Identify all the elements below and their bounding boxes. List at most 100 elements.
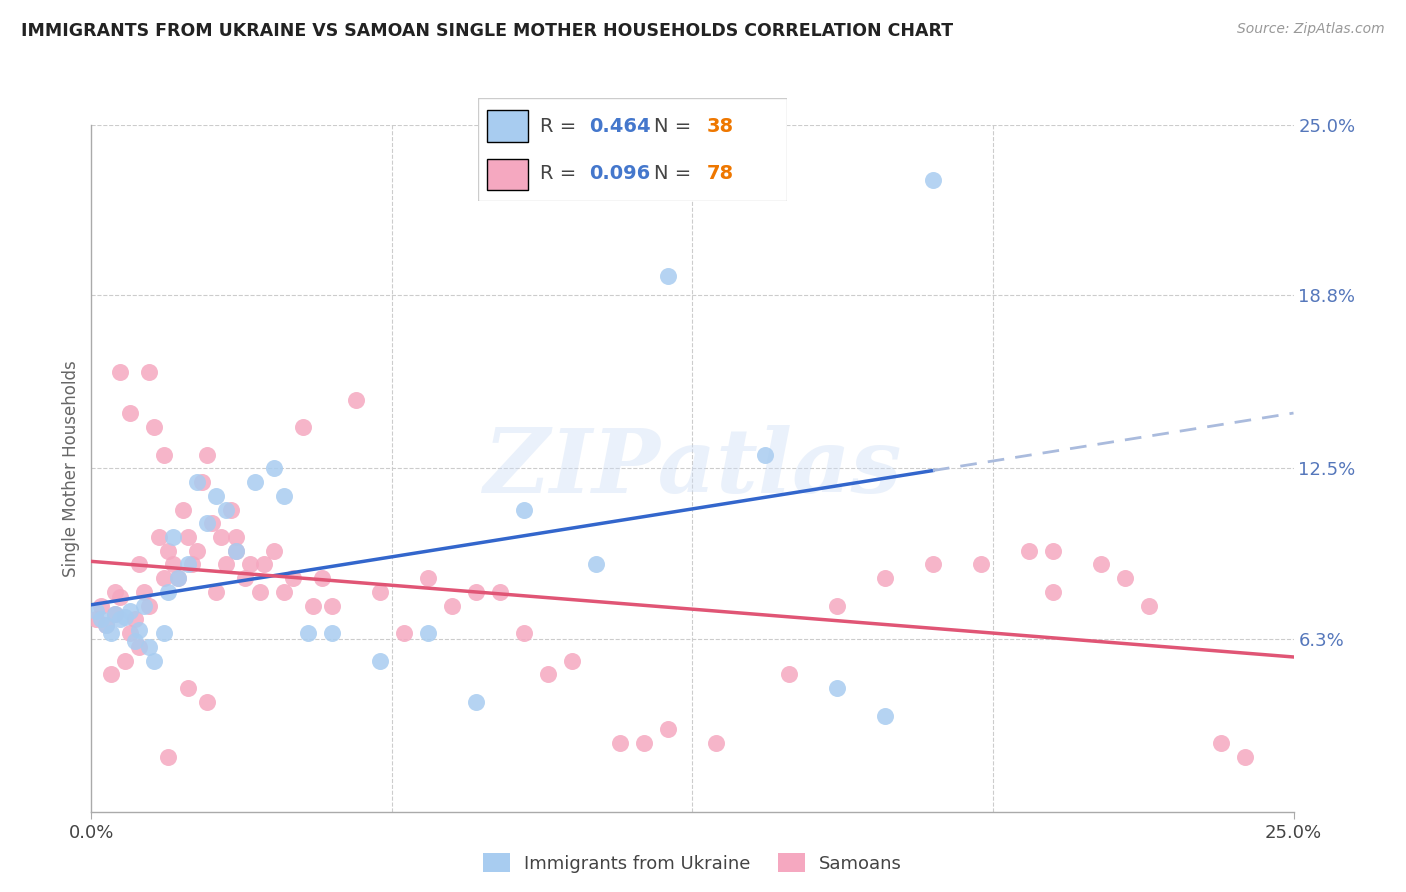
Text: R =: R = bbox=[540, 164, 582, 183]
Point bbox=[225, 530, 247, 544]
Point bbox=[301, 599, 323, 613]
Point bbox=[1090, 558, 1112, 572]
Point bbox=[873, 571, 896, 585]
Point bbox=[873, 708, 896, 723]
Text: R =: R = bbox=[540, 117, 582, 136]
Point bbox=[513, 626, 536, 640]
Point bbox=[283, 571, 305, 585]
Point bbox=[1042, 543, 1064, 558]
Point bbox=[321, 626, 343, 640]
Point bbox=[172, 502, 194, 516]
Point bbox=[1137, 599, 1160, 613]
Point bbox=[201, 516, 224, 531]
Point bbox=[778, 667, 800, 681]
Point bbox=[186, 543, 208, 558]
Point bbox=[195, 695, 218, 709]
Point bbox=[90, 599, 112, 613]
Point bbox=[191, 475, 214, 489]
Text: 0.464: 0.464 bbox=[589, 117, 651, 136]
Point bbox=[754, 448, 776, 462]
Point bbox=[195, 516, 218, 531]
Point bbox=[253, 558, 276, 572]
Text: 0.096: 0.096 bbox=[589, 164, 651, 183]
Point bbox=[609, 736, 631, 750]
Point bbox=[465, 695, 488, 709]
Point bbox=[84, 604, 107, 618]
Point bbox=[465, 585, 488, 599]
Point bbox=[134, 599, 156, 613]
Point bbox=[291, 420, 314, 434]
Point bbox=[104, 607, 127, 621]
Point bbox=[94, 618, 117, 632]
Point bbox=[152, 626, 174, 640]
Point bbox=[219, 502, 242, 516]
Text: IMMIGRANTS FROM UKRAINE VS SAMOAN SINGLE MOTHER HOUSEHOLDS CORRELATION CHART: IMMIGRANTS FROM UKRAINE VS SAMOAN SINGLE… bbox=[21, 22, 953, 40]
Legend: Immigrants from Ukraine, Samoans: Immigrants from Ukraine, Samoans bbox=[474, 844, 911, 881]
Point bbox=[94, 618, 117, 632]
Point bbox=[104, 585, 127, 599]
Point bbox=[416, 626, 439, 640]
Point bbox=[311, 571, 333, 585]
Point bbox=[561, 654, 583, 668]
Text: 38: 38 bbox=[707, 117, 734, 136]
Point bbox=[225, 543, 247, 558]
Point bbox=[152, 448, 174, 462]
Point bbox=[657, 268, 679, 283]
Point bbox=[706, 736, 728, 750]
Point bbox=[162, 530, 184, 544]
Point bbox=[1234, 749, 1257, 764]
Point bbox=[970, 558, 993, 572]
Point bbox=[205, 585, 228, 599]
Point bbox=[142, 420, 165, 434]
Point bbox=[110, 591, 132, 605]
Point bbox=[134, 585, 156, 599]
Point bbox=[392, 626, 415, 640]
Point bbox=[215, 558, 238, 572]
Point bbox=[263, 461, 285, 475]
Point bbox=[321, 599, 343, 613]
Point bbox=[243, 475, 266, 489]
Point bbox=[118, 604, 141, 618]
Point bbox=[176, 681, 198, 695]
Point bbox=[1114, 571, 1136, 585]
Point bbox=[118, 406, 141, 420]
Point bbox=[1042, 585, 1064, 599]
Point bbox=[344, 392, 367, 407]
Point bbox=[297, 626, 319, 640]
Point bbox=[273, 489, 295, 503]
Point bbox=[138, 640, 160, 654]
Point bbox=[176, 558, 198, 572]
Point bbox=[157, 543, 180, 558]
Y-axis label: Single Mother Households: Single Mother Households bbox=[62, 360, 80, 576]
Text: Source: ZipAtlas.com: Source: ZipAtlas.com bbox=[1237, 22, 1385, 37]
Point bbox=[249, 585, 271, 599]
Point bbox=[124, 634, 146, 648]
Point bbox=[114, 609, 136, 624]
FancyBboxPatch shape bbox=[488, 159, 527, 190]
Point bbox=[922, 558, 945, 572]
Point bbox=[100, 667, 122, 681]
Point bbox=[273, 585, 295, 599]
Text: N =: N = bbox=[654, 164, 697, 183]
Point bbox=[167, 571, 190, 585]
Point bbox=[128, 624, 150, 638]
Point bbox=[205, 489, 228, 503]
FancyBboxPatch shape bbox=[488, 111, 527, 142]
Point bbox=[209, 530, 232, 544]
Point bbox=[440, 599, 463, 613]
Point bbox=[114, 654, 136, 668]
Point bbox=[157, 749, 180, 764]
Point bbox=[633, 736, 655, 750]
Point bbox=[110, 365, 132, 379]
FancyBboxPatch shape bbox=[478, 98, 787, 201]
Point bbox=[181, 558, 204, 572]
Point bbox=[922, 173, 945, 187]
Point bbox=[416, 571, 439, 585]
Point bbox=[167, 571, 190, 585]
Point bbox=[263, 543, 285, 558]
Point bbox=[825, 599, 848, 613]
Text: ZIPatlas: ZIPatlas bbox=[484, 425, 901, 511]
Point bbox=[1211, 736, 1233, 750]
Point bbox=[138, 599, 160, 613]
Point bbox=[162, 558, 184, 572]
